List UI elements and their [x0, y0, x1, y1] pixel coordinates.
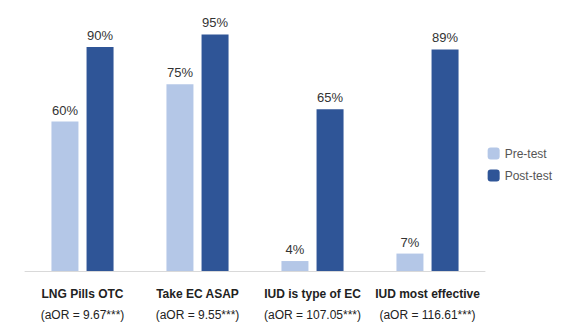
- svg-text:IUD is type of EC: IUD is type of EC: [264, 287, 361, 301]
- svg-text:90%: 90%: [87, 28, 113, 43]
- svg-text:(aOR = 9.67***): (aOR = 9.67***): [41, 308, 125, 322]
- svg-text:89%: 89%: [432, 30, 458, 45]
- svg-text:(aOR = 116.61***): (aOR = 116.61***): [379, 308, 475, 322]
- svg-text:LNG Pills OTC: LNG Pills OTC: [41, 287, 123, 301]
- svg-text:IUD most effective: IUD most effective: [375, 287, 480, 301]
- svg-text:65%: 65%: [317, 90, 343, 105]
- svg-text:7%: 7%: [401, 235, 420, 250]
- svg-text:4%: 4%: [286, 242, 305, 257]
- svg-text:75%: 75%: [167, 65, 193, 80]
- svg-text:(aOR = 9.55***): (aOR = 9.55***): [156, 308, 240, 322]
- svg-text:60%: 60%: [52, 103, 78, 118]
- svg-text:Pre-test: Pre-test: [505, 147, 548, 161]
- svg-text:Take EC ASAP: Take EC ASAP: [156, 287, 239, 301]
- svg-text:95%: 95%: [202, 15, 228, 30]
- svg-text:Post-test: Post-test: [505, 169, 553, 183]
- svg-text:(aOR = 107.05***): (aOR = 107.05***): [264, 308, 361, 322]
